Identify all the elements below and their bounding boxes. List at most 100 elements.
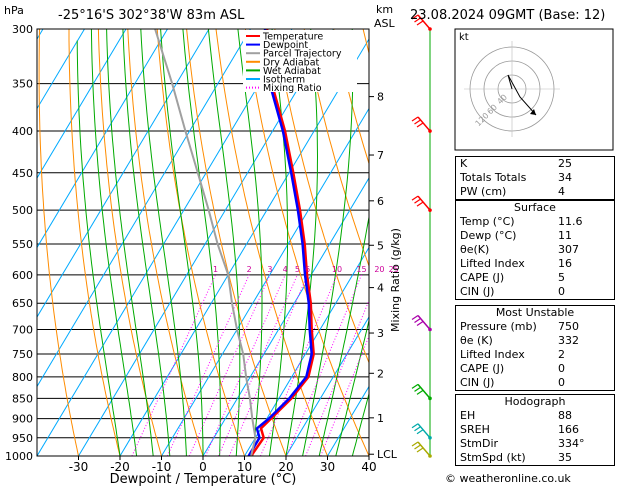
wind-barb-flag: [414, 17, 421, 23]
mixing-ratio-label: 1: [213, 265, 218, 274]
hodograph-stat-row: SREH 166: [456, 423, 614, 437]
wind-barb-staff: [417, 14, 431, 30]
most-unstable-value: 0: [558, 376, 565, 389]
mixing-ratio-label: 6: [305, 265, 310, 274]
wind-barb-flag: [414, 198, 421, 204]
wind-barb-base: [428, 208, 432, 212]
copyright-footer[interactable]: © weatheronline.co.uk: [445, 472, 571, 485]
dry-adiabat-line: [303, 29, 369, 268]
surface-value: 11.6: [558, 215, 583, 228]
km-unit-label: km: [376, 3, 393, 16]
series-temperature: [250, 29, 315, 456]
wind-barb-staff: [417, 195, 431, 211]
pressure-tick-label: 850: [12, 392, 33, 405]
surface-label: Temp (°C): [460, 215, 515, 228]
pressure-tick-label: 700: [12, 324, 33, 337]
pressure-unit-label: hPa: [4, 4, 24, 17]
hodograph-unit: kt: [459, 32, 469, 43]
most-unstable-row: CIN (J) 0: [456, 376, 614, 390]
hodograph-stat-label: StmSpd (kt): [460, 451, 526, 464]
mixing-ratio-label: 20: [374, 265, 384, 274]
surface-label: Lifted Index: [460, 257, 525, 270]
most-unstable-value: 332: [558, 334, 579, 347]
wind-barb-flag: [411, 423, 419, 429]
surface-label: CAPE (J): [460, 271, 505, 284]
dry-adiabat-line: [215, 29, 328, 456]
index-label: PW (cm): [460, 185, 507, 198]
index-value: 25: [558, 157, 572, 170]
wind-barb-base: [428, 396, 432, 401]
mixing-ratio-line: [286, 274, 362, 456]
isotherm-line: [78, 29, 334, 456]
dry-adiabat-line: [274, 29, 369, 364]
most-unstable-title: Most Unstable: [495, 306, 575, 319]
most-unstable-label: Pressure (mb): [460, 320, 537, 333]
mixing-ratio-label: 25: [389, 265, 399, 274]
wet-adiabat-line: [182, 29, 221, 456]
x-tick-label: 40: [361, 460, 376, 474]
wind-barb-flag: [414, 318, 421, 324]
surface-value: 11: [558, 229, 572, 242]
mixing-ratio-line: [131, 274, 216, 456]
most-unstable-value: 2: [558, 348, 565, 361]
x-tick-label: -10: [152, 460, 172, 474]
wind-barb-flag: [411, 383, 419, 389]
hodograph-arrowhead: [530, 109, 536, 115]
legend-entry: Isotherm: [263, 75, 305, 86]
wind-barb-flag: [416, 321, 424, 327]
most-unstable-label: CAPE (J): [460, 362, 505, 375]
pressure-tick-label: 950: [12, 432, 33, 445]
hodograph-stat-row: EH 88: [456, 409, 614, 423]
mixing-ratio-label: 10: [332, 265, 342, 274]
wind-barb-flag: [411, 195, 419, 201]
isotherm-line: [202, 177, 369, 456]
isotherm-line: [285, 316, 369, 456]
index-label: Totals Totals: [460, 171, 527, 184]
isotherm-line: [244, 246, 369, 456]
isotherm-line: [0, 29, 2, 456]
x-tick-label: 30: [320, 460, 335, 474]
most-unstable-label: Lifted Index: [460, 348, 525, 361]
hodograph-table-title: Hodograph: [504, 395, 566, 408]
wind-barb-flag: [411, 315, 419, 321]
dry-adiabat-line: [186, 29, 287, 456]
wind-barb: [411, 315, 432, 332]
legend-entry: Dewpoint: [263, 40, 308, 51]
dry-adiabat-line: [38, 29, 79, 456]
isotherm-line: [37, 29, 251, 388]
wind-barb-flag: [416, 201, 424, 207]
index-value: 34: [558, 171, 572, 184]
pressure-tick-label: 750: [12, 348, 33, 361]
x-tick-label: 0: [199, 460, 207, 474]
wind-barb-staff: [417, 315, 431, 330]
wind-barb: [411, 383, 432, 401]
wind-barb-flag: [416, 20, 424, 26]
surface-value: 16: [558, 257, 572, 270]
index-row: Totals Totals 34: [456, 171, 614, 185]
mixing-ratio-axis-title: Mixing Ratio (g/kg): [389, 228, 402, 332]
surface-panel: Surface Temp (°C) 11.6 Dewp (°C) 11 θe(K) 307…: [455, 200, 615, 300]
pressure-tick-label: 300: [12, 23, 33, 36]
km-tick-label: 6: [377, 195, 384, 208]
wind-barb-staff: [417, 383, 431, 399]
mixing-ratio-line: [188, 274, 271, 456]
x-tick-label: -30: [69, 460, 89, 474]
wind-barb-staff: [417, 423, 431, 439]
hodograph-stat-value: 88: [558, 409, 572, 422]
wet-adiabat-line: [351, 391, 369, 456]
wet-adiabat-line: [207, 29, 241, 456]
wind-barb: [411, 14, 432, 31]
wind-barb-flag: [416, 389, 424, 395]
isotherm-line: [37, 29, 293, 456]
hodograph-stat-label: StmDir: [460, 437, 499, 450]
wind-barb-staff: [417, 441, 431, 457]
wind-barb: [411, 116, 432, 133]
pressure-tick-label: 350: [12, 78, 33, 91]
x-tick-label: 10: [237, 460, 252, 474]
dry-adiabat-line: [68, 29, 121, 456]
isotherm-line: [161, 107, 369, 456]
wind-barb-base: [428, 129, 432, 133]
